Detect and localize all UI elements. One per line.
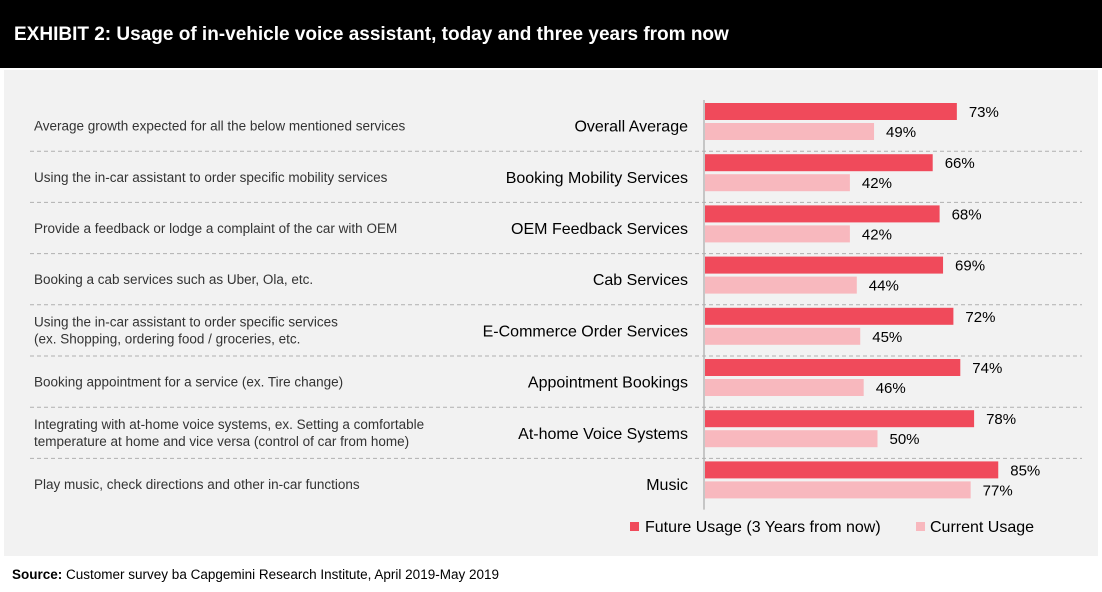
exhibit-header: EXHIBIT 2: Usage of in-vehicle voice ass… [0, 0, 1102, 68]
category-label: Cab Services [593, 272, 688, 289]
future-usage-value-label: 69% [955, 258, 985, 275]
category-label: OEM Feedback Services [511, 221, 688, 238]
current-usage-bar [705, 225, 850, 243]
future-usage-value-label: 73% [969, 104, 999, 121]
chart-panel: Average growth expected for all the belo… [4, 70, 1098, 556]
current-usage-bar [705, 174, 850, 192]
legend-label-current: Current Usage [930, 519, 1034, 536]
current-usage-value-label: 42% [862, 226, 892, 243]
future-usage-bar [705, 410, 975, 428]
bar-chart: Average growth expected for all the belo… [30, 100, 1082, 536]
legend-label-future: Future Usage (3 Years from now) [645, 519, 881, 536]
current-usage-value-label: 42% [862, 175, 892, 192]
source-label: Source: [12, 567, 63, 582]
future-usage-bar [705, 205, 940, 223]
future-usage-value-label: 74% [972, 360, 1002, 377]
future-usage-value-label: 78% [986, 411, 1016, 428]
future-usage-value-label: 85% [1010, 462, 1040, 479]
current-usage-bar [705, 430, 878, 448]
category-label: Music [646, 477, 688, 494]
current-usage-value-label: 77% [983, 482, 1013, 499]
page-title: EXHIBIT 2: Usage of in-vehicle voice ass… [14, 24, 729, 45]
current-usage-bar [705, 379, 864, 396]
future-usage-bar [705, 461, 999, 479]
category-label: E-Commerce Order Services [483, 323, 688, 340]
row-description: temperature at home and vice versa (cont… [34, 434, 409, 449]
source-text: Customer survey ba Capgemini Research In… [66, 567, 499, 582]
future-usage-bar [705, 307, 954, 325]
row-description: Using the in-car assistant to order spec… [34, 170, 388, 185]
future-usage-bar [705, 256, 944, 274]
current-usage-bar [705, 123, 875, 140]
row-description: Using the in-car assistant to order spec… [34, 314, 338, 329]
current-usage-value-label: 50% [890, 431, 920, 448]
current-usage-value-label: 44% [869, 278, 899, 295]
row-description: Booking a cab services such as Uber, Ola… [34, 272, 313, 287]
future-usage-value-label: 66% [945, 155, 975, 172]
future-usage-bar [705, 359, 961, 376]
row-description: Average growth expected for all the belo… [34, 119, 405, 134]
future-usage-bar [705, 103, 957, 120]
category-label: Overall Average [574, 119, 688, 136]
current-usage-bar [705, 327, 861, 345]
legend-swatch-current [916, 522, 925, 531]
future-usage-value-label: 72% [965, 309, 995, 326]
current-usage-value-label: 45% [872, 329, 902, 346]
legend-swatch-future [630, 522, 639, 531]
current-usage-bar [705, 481, 971, 499]
row-description: Booking appointment for a service (ex. T… [34, 375, 343, 390]
current-usage-bar [705, 276, 857, 294]
row-description: (ex. Shopping, ordering food / groceries… [34, 331, 300, 346]
row-description: Provide a feedback or lodge a complaint … [34, 221, 397, 236]
row-description: Integrating with at-home voice systems, … [34, 417, 424, 432]
category-label: Appointment Bookings [528, 375, 688, 392]
future-usage-bar [705, 154, 933, 172]
current-usage-value-label: 49% [886, 124, 916, 141]
source-note: Source: Customer survey ba Capgemini Res… [12, 567, 499, 582]
future-usage-value-label: 68% [952, 206, 982, 223]
category-label: Booking Mobility Services [506, 170, 688, 187]
category-label: At-home Voice Systems [518, 426, 688, 443]
row-description: Play music, check directions and other i… [34, 477, 360, 492]
current-usage-value-label: 46% [876, 380, 906, 397]
